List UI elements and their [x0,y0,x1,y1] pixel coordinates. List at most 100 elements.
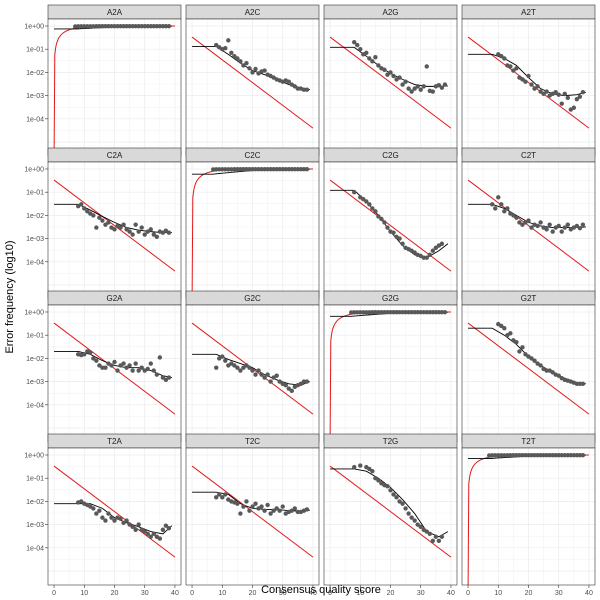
data-point [403,309,408,315]
data-point [505,453,510,458]
data-point [562,452,567,458]
data-point [85,24,90,29]
data-point [361,310,366,315]
data-point [559,101,564,106]
y-tick-label: 1e-02 [26,356,44,363]
x-axis-title: Consensus quality score [261,584,381,596]
data-point [115,368,120,373]
data-point [163,23,169,29]
data-point [91,356,96,361]
data-point [148,361,153,366]
data-point [565,222,570,227]
data-point [130,232,135,237]
data-point [364,310,369,315]
panel-c2t: C2T [461,147,596,300]
data-point [505,206,510,211]
data-point [415,522,420,527]
data-point [394,309,399,315]
y-tick-label: 1e-02 [26,213,44,220]
data-point [580,381,586,387]
strip-label: T2A [107,437,122,446]
x-tick-label: 40 [447,590,455,597]
panel-g2g: G2G [323,290,458,443]
gridlines [48,162,181,299]
data-point [250,504,255,509]
data-point [151,531,156,537]
data-point [223,46,228,51]
data-point [133,222,138,227]
data-point [124,227,129,232]
data-point [382,309,387,315]
data-point [274,373,279,378]
data-point [520,222,525,227]
data-point [292,84,298,89]
y-tick-label: 1e-04 [26,402,44,409]
data-point [295,86,301,91]
strip-label: T2T [521,437,535,446]
data-point [127,229,132,234]
data-point [379,309,384,315]
y-tick-label: 1e+00 [24,309,44,316]
panel-data [191,465,314,558]
data-point [289,388,294,394]
data-point [163,523,169,528]
data-point [265,166,270,172]
data-point [406,511,411,516]
panel-data [467,452,589,585]
data-point [385,72,390,77]
data-point [526,452,531,458]
data-point [517,349,522,354]
data-point [94,24,99,29]
data-point [400,82,405,87]
data-point [238,368,243,373]
data-point [133,527,138,532]
y-tick-label: 1e-04 [26,545,44,552]
data-point [241,63,246,68]
data-point [580,222,586,227]
data-point [415,84,420,89]
panel-a2a: A2A 1e+00 1e-01 1e-02 1e-03 1e-04 [24,4,182,157]
data-point [100,218,105,223]
data-point [253,501,258,506]
data-point [493,206,498,211]
nominal-rate-line [53,179,176,272]
data-point [220,167,225,172]
data-point [520,452,525,458]
fitted-error-line [330,468,449,538]
data-point [412,86,417,91]
data-point [508,453,513,458]
data-point [571,105,577,110]
data-point [490,202,495,207]
data-point [529,82,534,87]
data-point [217,492,222,497]
data-point [433,245,439,251]
data-point [388,488,393,493]
data-point [370,469,375,474]
data-point [142,23,147,29]
data-point [403,79,408,84]
fitted-error-line [330,46,448,87]
data-point [352,310,357,315]
data-point [304,166,310,172]
data-point [421,84,426,89]
data-point [523,352,528,357]
data-point [418,309,423,315]
data-point [100,515,105,520]
data-point [262,68,267,73]
data-point [358,46,363,52]
data-point [424,255,429,260]
x-tick-label: 20 [387,590,395,597]
data-point [502,453,507,458]
data-point [556,373,561,378]
x-tick-label: 40 [585,590,593,597]
data-point [355,42,360,48]
data-point [235,56,240,61]
data-point [499,202,504,207]
data-point [133,23,138,29]
data-point [574,452,580,458]
data-point [391,73,396,79]
data-point [238,511,243,516]
data-point [577,452,583,458]
data-point [415,309,420,315]
